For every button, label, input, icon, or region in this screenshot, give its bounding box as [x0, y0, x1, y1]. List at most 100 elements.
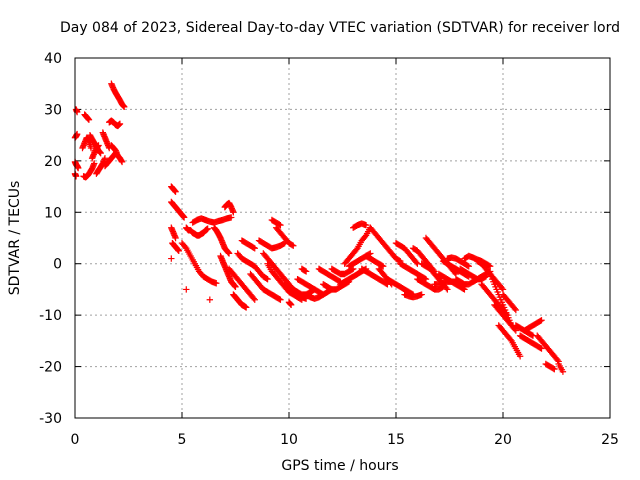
data-point: [243, 304, 250, 311]
chart-title: Day 084 of 2023, Sidereal Day-to-day VTE…: [60, 20, 620, 36]
data-point: [353, 246, 360, 253]
data-point: [276, 221, 283, 228]
data-point: [75, 164, 82, 172]
data-track: [230, 291, 250, 311]
data-track: [79, 134, 95, 152]
x-tick-label: 5: [178, 432, 187, 448]
data-point: [362, 221, 370, 229]
data-point: [91, 160, 98, 167]
data-point: [121, 103, 128, 111]
data-track: [435, 270, 468, 293]
data-track: [268, 216, 284, 229]
plot-frame: [74, 57, 611, 419]
y-tick-label: 10: [44, 205, 62, 221]
data-track: [367, 224, 404, 265]
data-point: [301, 267, 309, 274]
data-point: [498, 284, 506, 292]
x-tick-labels: 0 5 10 15 20 25: [71, 432, 619, 448]
data-track: [168, 183, 179, 195]
data-track: [294, 275, 327, 298]
data-point: [378, 262, 386, 269]
data-points: [71, 80, 567, 375]
data-track: [272, 224, 297, 249]
data-point: [528, 331, 536, 339]
axis-ticks: [74, 57, 611, 419]
data-point: [251, 296, 258, 303]
data-point: [396, 257, 403, 264]
data-point: [383, 280, 390, 287]
data-track: [521, 317, 545, 334]
data-track: [516, 332, 545, 352]
x-axis-label: GPS time / hours: [281, 458, 398, 474]
data-point: [175, 247, 182, 255]
data-point: [277, 221, 284, 229]
data-track: [486, 270, 515, 329]
y-axis-label: SDTVAR / TECUs: [7, 181, 23, 296]
data-point: [206, 296, 214, 303]
y-tick-label: 30: [44, 102, 62, 118]
data-point: [537, 317, 544, 325]
data-track: [221, 199, 237, 216]
data-track: [384, 275, 417, 298]
data-point: [180, 214, 188, 221]
data-point: [551, 365, 558, 373]
data-point: [302, 268, 310, 275]
data-track: [88, 142, 102, 162]
data-point: [538, 317, 545, 324]
data-point: [101, 155, 109, 162]
data-track: [71, 130, 81, 141]
data-track: [341, 224, 374, 267]
data-point: [361, 233, 369, 240]
data-track: [260, 250, 297, 293]
data-track: [217, 252, 239, 291]
data-point: [290, 242, 297, 249]
data-point: [251, 245, 258, 252]
data-track: [285, 299, 295, 309]
data-point: [550, 365, 557, 372]
data-track: [491, 301, 520, 334]
data-track: [225, 265, 258, 303]
data-track: [108, 142, 126, 166]
data-point: [213, 280, 220, 287]
data-track: [328, 265, 357, 278]
data-point: [444, 286, 451, 293]
data-track: [350, 220, 370, 231]
data-track: [206, 296, 214, 303]
data-point: [116, 120, 124, 128]
data-point: [263, 275, 270, 282]
x-tick-label: 15: [387, 432, 405, 448]
data-point: [554, 356, 561, 364]
data-track: [255, 237, 288, 252]
data-point: [443, 284, 450, 292]
data-track: [108, 80, 128, 111]
data-point: [172, 188, 179, 195]
data-track: [358, 265, 391, 288]
data-point: [250, 244, 257, 251]
data-point: [280, 240, 287, 247]
data-point: [276, 295, 283, 303]
data-point: [87, 144, 95, 152]
data-track: [392, 239, 421, 267]
data-point: [516, 353, 524, 360]
data-track: [298, 265, 310, 275]
data-track: [81, 111, 93, 123]
data-track: [210, 224, 233, 257]
data-track: [71, 170, 80, 180]
data-point: [537, 344, 544, 352]
y-tick-label: 0: [53, 257, 62, 273]
data-track: [302, 286, 335, 302]
grid-lines: [75, 58, 610, 418]
y-tick-label: 40: [44, 51, 62, 67]
data-track: [80, 160, 98, 181]
y-tick-label: -20: [39, 360, 62, 376]
data-point: [413, 259, 420, 266]
y-tick-label: -10: [39, 308, 62, 324]
data-track: [247, 270, 284, 303]
data-track: [106, 117, 124, 130]
y-tick-label: -30: [39, 411, 62, 427]
data-point: [182, 243, 189, 251]
data-point: [172, 234, 179, 242]
data-point: [204, 225, 211, 232]
data-point: [507, 336, 514, 343]
